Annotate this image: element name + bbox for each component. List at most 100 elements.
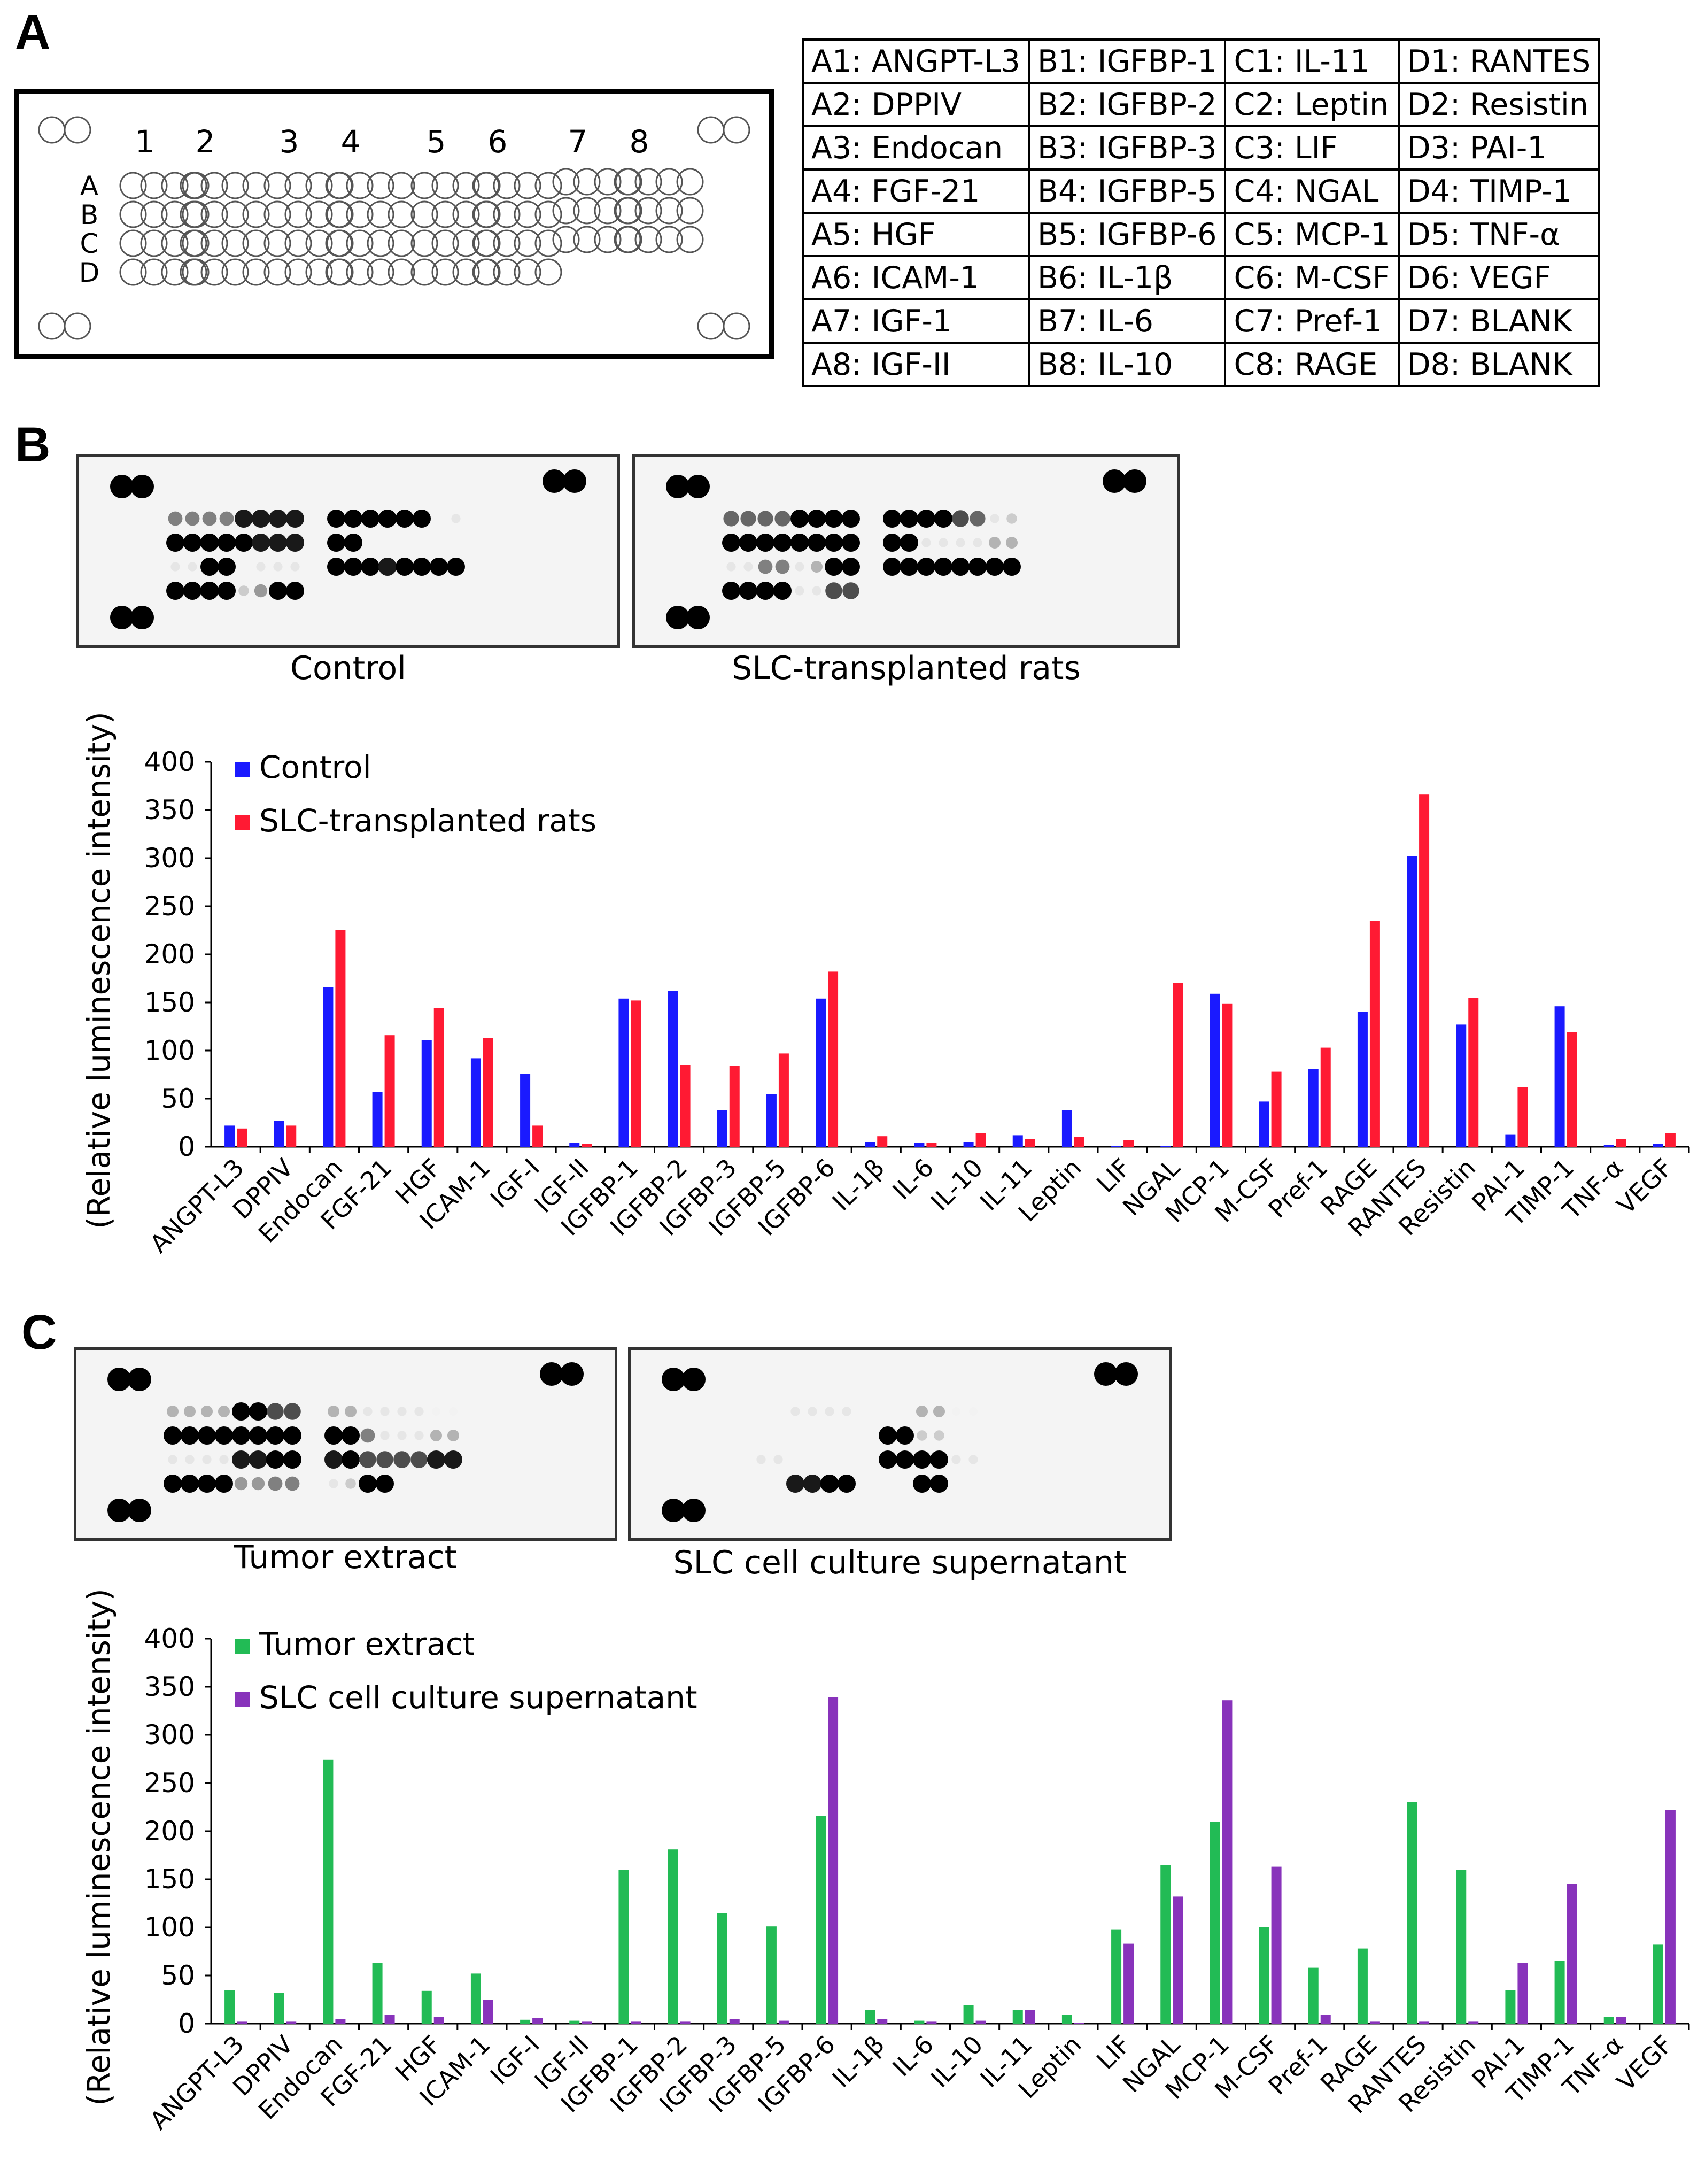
bar-series2-IGFBP-3 [729, 2019, 740, 2024]
bar-series2-TNF-α [1616, 2017, 1626, 2024]
blot-dot [345, 1406, 356, 1417]
blot-dot [284, 1403, 301, 1420]
blot-dot [825, 534, 843, 552]
blot-dot [328, 1406, 339, 1417]
blot-dot [808, 534, 826, 552]
blot-dot [360, 1428, 375, 1443]
bar-series2-ICAM-1 [483, 1038, 493, 1147]
spot-circle [180, 172, 207, 199]
bar-series1-NGAL [1160, 1146, 1171, 1147]
bar-series2-HGF [433, 1008, 444, 1147]
blot-dot [825, 1407, 834, 1416]
bar-series2-VEGF [1665, 1133, 1676, 1147]
key-cell: C3: LIF [1224, 125, 1400, 171]
key-cell: C8: RAGE [1224, 342, 1400, 387]
blot-dot [201, 1406, 213, 1417]
blot-dot [666, 606, 689, 629]
bar-series2-Endocan [335, 2019, 346, 2024]
blot-dot [921, 538, 931, 547]
bar-series2-NGAL [1173, 1896, 1183, 2024]
blot-dot [1123, 469, 1146, 493]
bar-series1-LIF [1111, 1146, 1122, 1147]
blot-dot [756, 534, 774, 552]
spot-circle [119, 258, 147, 286]
legend-label: Control [259, 749, 371, 785]
blot-dot [427, 1450, 445, 1469]
bar-series2-IGFBP-3 [729, 1066, 740, 1147]
blot-dot [842, 510, 860, 528]
blot-dot [344, 558, 362, 576]
blot-dot [883, 558, 901, 576]
y-tick-label: 0 [178, 1131, 195, 1162]
bar-series1-TNF-α [1603, 1145, 1614, 1147]
bar-series1-HGF [421, 1990, 432, 2024]
spot-circle [264, 258, 291, 286]
blot-dot [219, 1455, 229, 1464]
key-cell: A2: DPPIV [802, 82, 1030, 127]
blot-dot [273, 562, 283, 572]
blot-dot [218, 1406, 230, 1417]
bar-series2-RAGE [1369, 921, 1380, 1147]
bar-series1-TIMP-1 [1554, 1961, 1565, 2024]
bar-series1-Pref-1 [1308, 1967, 1319, 2024]
blot-dot [842, 582, 859, 599]
spot-circle [697, 312, 725, 340]
bar-series2-IGFBP-2 [680, 2021, 691, 2024]
bar-series1-IGFBP-1 [618, 998, 629, 1147]
blot-dot [447, 1430, 459, 1441]
blot-dot [786, 1475, 804, 1493]
panel-label-a: A [15, 5, 51, 59]
spot-circle [594, 226, 622, 253]
blot-dot [790, 1407, 800, 1416]
blot-dot [451, 514, 461, 523]
blot-dot [285, 1476, 300, 1491]
spot-circle [367, 172, 394, 199]
blot-dot [825, 510, 843, 528]
blot-dot [739, 582, 757, 600]
blot-dot [934, 558, 952, 576]
spot-circle [242, 229, 270, 257]
bar-series2-HGF [433, 2017, 444, 2024]
blot-dot [202, 511, 217, 526]
bar-series2-IL-11 [1025, 2010, 1035, 2024]
layout-column-number: 3 [280, 124, 299, 160]
spot-circle [676, 197, 704, 225]
blot-dot [128, 1368, 151, 1391]
bar-series1-Leptin [1061, 1110, 1072, 1147]
bar-series2-IL-1β [877, 1136, 888, 1147]
bar-chart-c: (Relative luminescence intensity) 0 50 100 1… [81, 1588, 1690, 2135]
spot-circle [493, 258, 521, 286]
blot-dot [430, 1430, 442, 1441]
key-cell: B2: IGFBP-2 [1027, 82, 1227, 127]
blot-dot [232, 1402, 250, 1421]
y-tick-label: 350 [144, 1671, 195, 1702]
blot-dot [378, 558, 397, 576]
bar-series1-PAI-1 [1505, 1990, 1516, 2024]
blot-dot [110, 475, 134, 498]
blot-dot [930, 1450, 948, 1469]
blot-dot [1114, 1362, 1138, 1386]
blot-dot [396, 558, 414, 576]
blot-dot [682, 1368, 706, 1391]
blot-dot [757, 511, 773, 527]
spot-circle [697, 116, 725, 144]
blot-dot [883, 510, 901, 528]
key-cell: D2: Resistin [1397, 82, 1601, 127]
blot-dot [1003, 558, 1021, 576]
bar-series1-VEGF [1653, 1144, 1663, 1147]
spot-circle [573, 226, 601, 253]
blot-dot [951, 1455, 961, 1464]
y-axis-label: (Relative luminescence intensity) [81, 1588, 117, 2106]
bar-series2-ANGPT-L3 [237, 1128, 247, 1147]
blot-dot [758, 559, 773, 574]
bar-series2-DPPIV [286, 1125, 297, 1147]
blot-dot [968, 1455, 978, 1464]
spot-circle [200, 172, 228, 199]
spot-circle [305, 200, 333, 228]
blot-dot [215, 1426, 233, 1445]
bar-series1-RANTES [1407, 1802, 1417, 2024]
key-cell: A5: HGF [802, 212, 1030, 257]
spot-circle [552, 226, 580, 253]
blot-dot [283, 1450, 301, 1469]
